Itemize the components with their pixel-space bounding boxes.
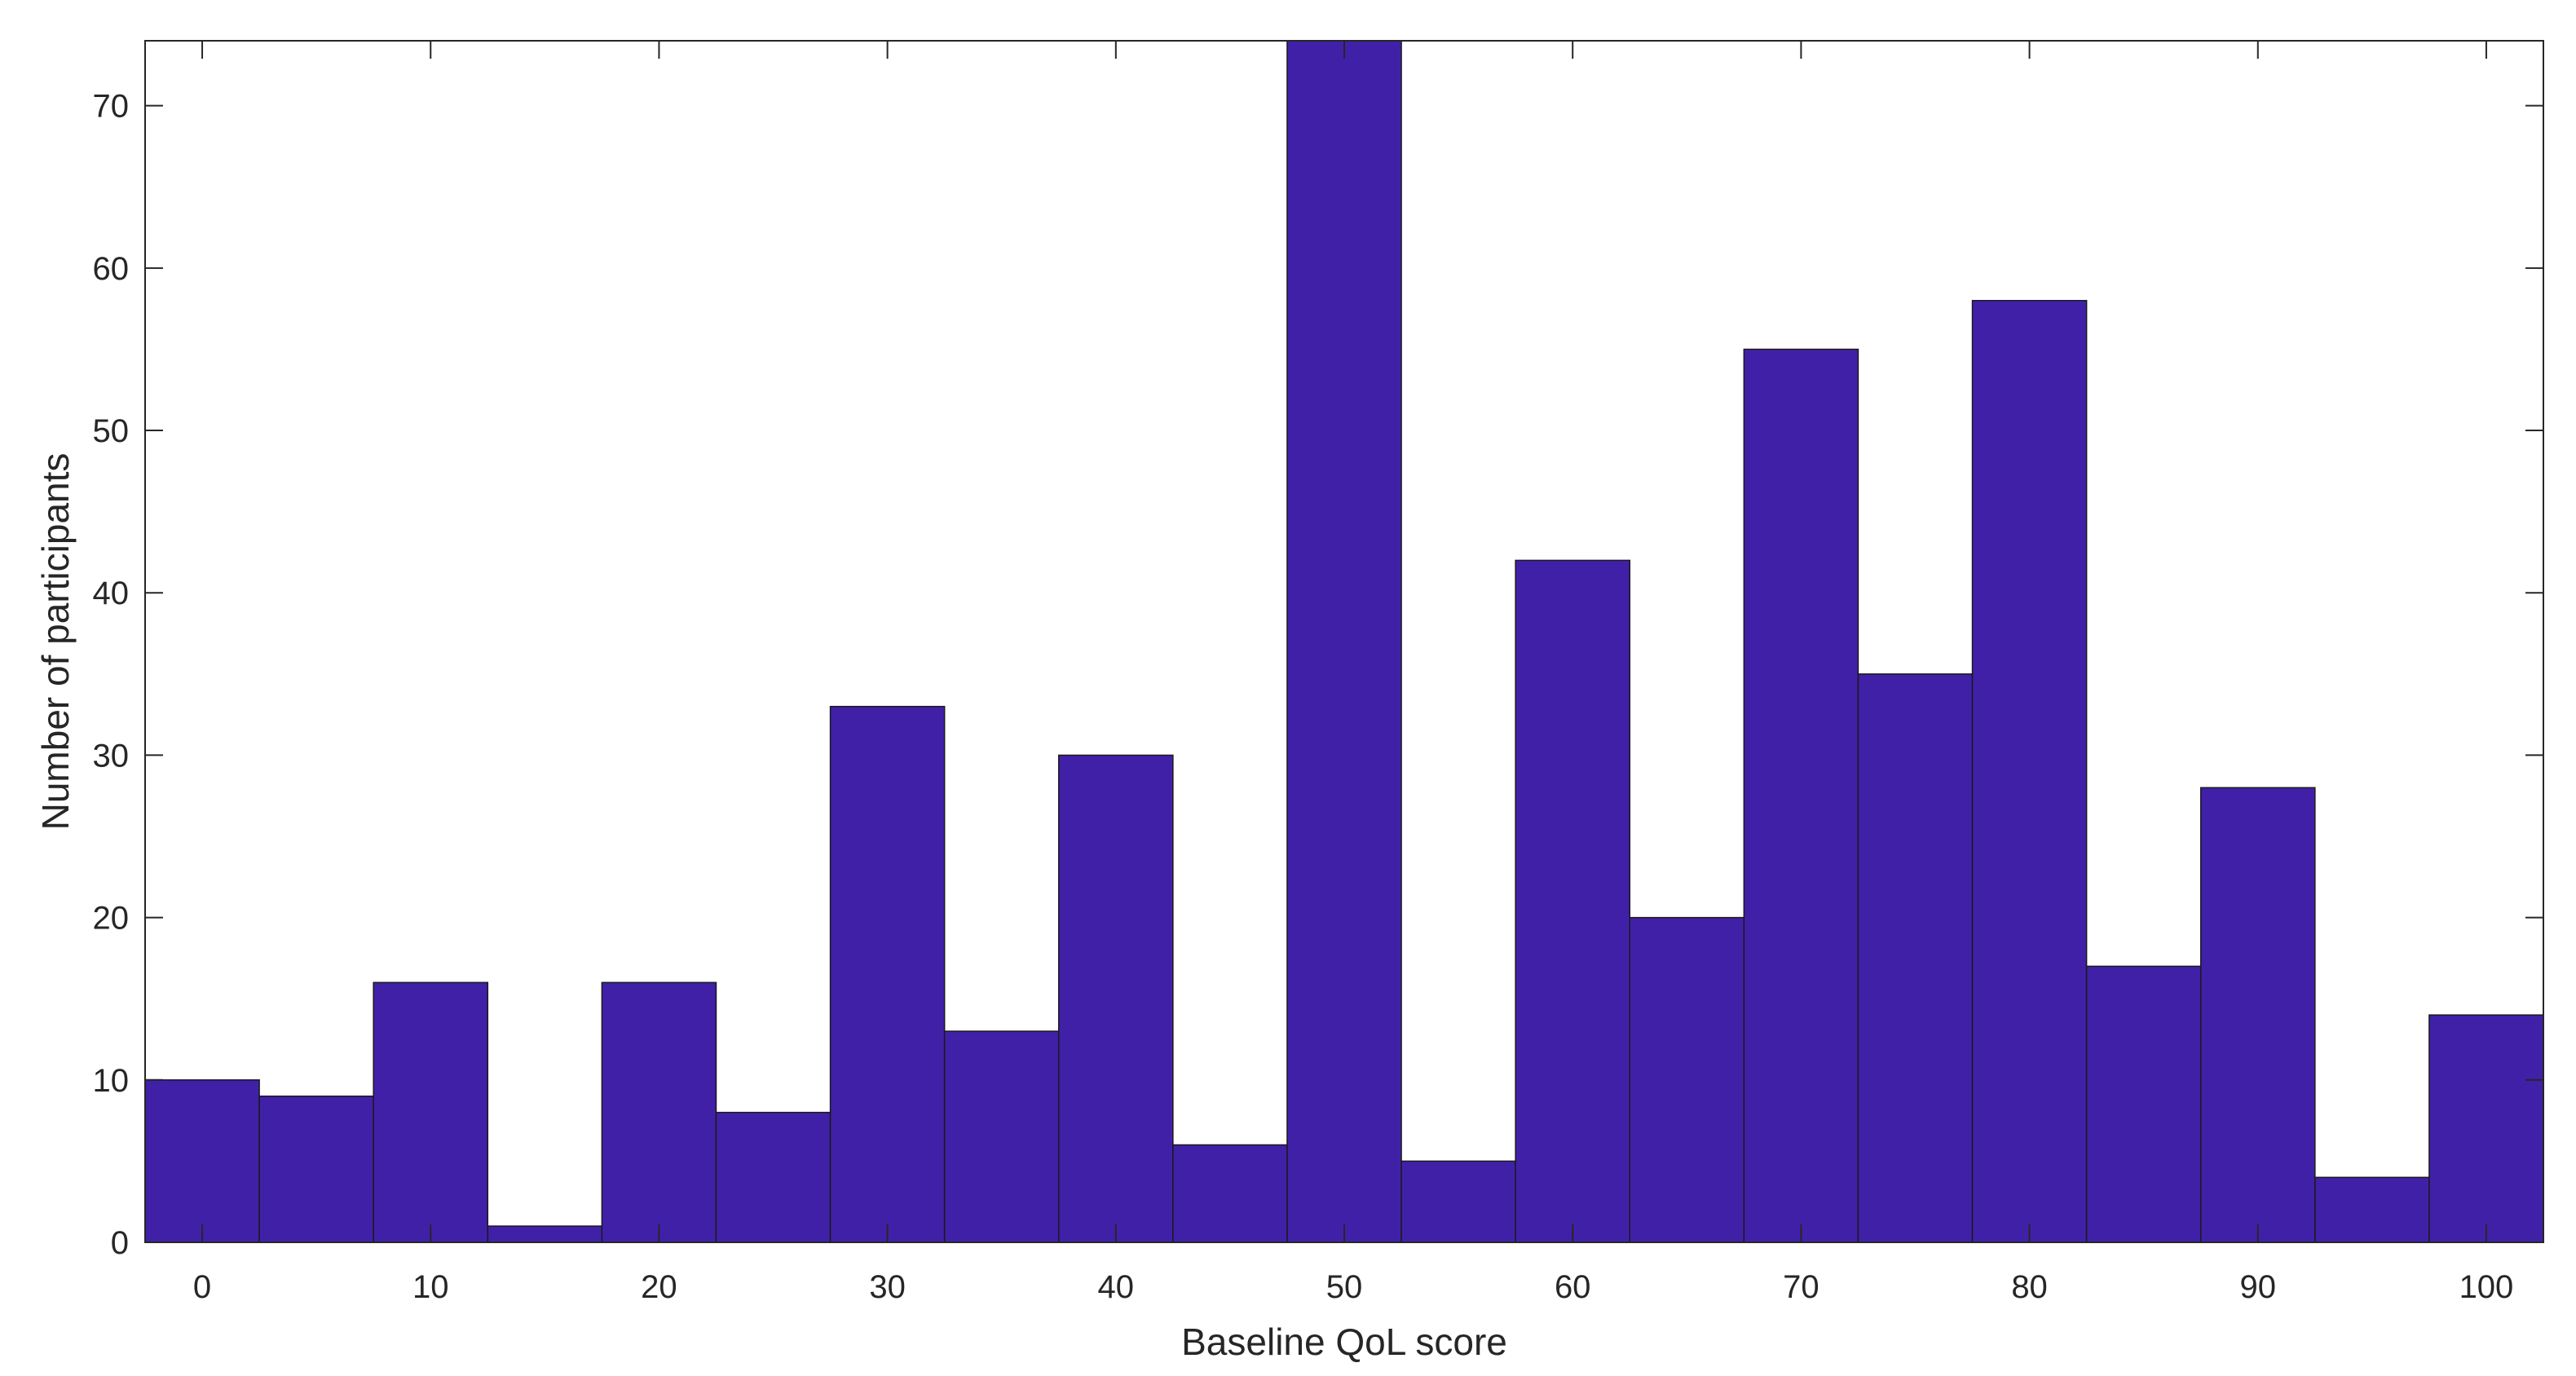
bars-layer: [144, 40, 2544, 1243]
y-tick-label: 0: [111, 1225, 129, 1261]
y-tick-label: 30: [93, 738, 130, 774]
y-tick-label: 60: [93, 251, 130, 287]
histogram-bar: [1971, 299, 2088, 1243]
ticks-layer: [145, 41, 2543, 1243]
x-tick-label: 70: [1783, 1269, 1820, 1305]
histogram-bar: [715, 1111, 831, 1243]
histogram-bar: [1058, 754, 1174, 1243]
x-tick-label: 40: [1098, 1269, 1135, 1305]
y-tick-label: 40: [93, 576, 130, 611]
histogram-bar: [1515, 559, 1630, 1243]
x-tick-label: 30: [869, 1269, 906, 1305]
histogram-bar: [1857, 673, 1974, 1243]
x-tick-label: 50: [1326, 1269, 1363, 1305]
histogram-bar: [487, 1225, 603, 1243]
histogram-bar: [829, 705, 946, 1243]
histogram-bar: [943, 1030, 1060, 1243]
x-tick-label: 80: [2011, 1269, 2048, 1305]
x-axis-label: Baseline QoL score: [1181, 1321, 1507, 1363]
histogram-bar: [601, 981, 717, 1243]
histogram-bar: [2428, 1014, 2544, 1243]
x-tick-label: 10: [412, 1269, 449, 1305]
histogram-bar: [258, 1095, 374, 1243]
x-tick-label: 20: [641, 1269, 677, 1305]
histogram-bar: [2085, 965, 2202, 1243]
histogram-bar: [1629, 916, 1745, 1243]
x-tick-labels: 0 10 20 30 40 50 60 70 80 90 100: [193, 1269, 2513, 1305]
x-tick-label: 100: [2459, 1269, 2514, 1305]
histogram-bar: [1743, 348, 1859, 1243]
y-tick-label: 70: [93, 89, 130, 125]
histogram-bar: [144, 1079, 260, 1243]
histogram-bar: [2314, 1176, 2430, 1243]
histogram-bar: [1172, 1144, 1288, 1243]
y-tick-label: 10: [93, 1063, 130, 1099]
y-tick-label: 20: [93, 901, 130, 937]
x-tick-label: 0: [193, 1269, 211, 1305]
histogram-bar: [1400, 1160, 1516, 1243]
x-tick-label: 90: [2240, 1269, 2277, 1305]
y-axis-label: Number of participants: [34, 453, 77, 831]
histogram-bar: [373, 981, 489, 1243]
x-tick-label: 60: [1555, 1269, 1591, 1305]
histogram-bar: [2199, 787, 2316, 1243]
histogram-bar: [1286, 40, 1402, 1243]
y-tick-label: 50: [93, 413, 130, 449]
y-tick-labels: 0 10 20 30 40 50 60 70: [93, 89, 130, 1261]
